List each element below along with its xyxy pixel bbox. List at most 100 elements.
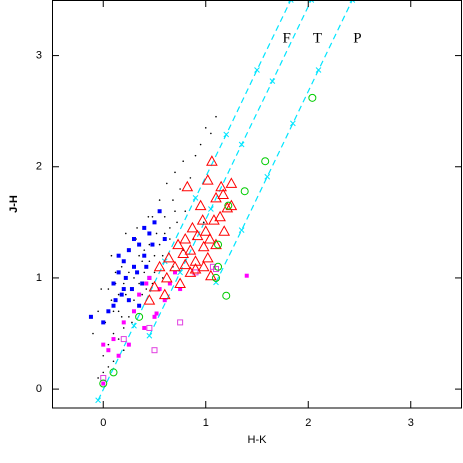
point (144, 264, 149, 269)
point (184, 210, 187, 213)
point (110, 254, 113, 257)
point (122, 349, 125, 351)
point (117, 310, 120, 313)
point (163, 215, 166, 218)
point (122, 282, 125, 285)
point (125, 232, 127, 235)
annotation: F (283, 30, 291, 46)
point (308, 93, 317, 102)
point (191, 229, 204, 241)
point (158, 243, 161, 246)
point (162, 298, 167, 303)
x-marker (238, 141, 245, 148)
point (109, 368, 118, 377)
point (174, 277, 186, 288)
point (212, 273, 220, 282)
point (153, 260, 166, 272)
x-marker (223, 131, 230, 138)
point (214, 240, 223, 249)
point (154, 311, 159, 316)
point (204, 127, 207, 129)
point (138, 254, 140, 257)
x-marker (264, 173, 271, 180)
point (117, 293, 120, 296)
x-axis-label: H-K (248, 434, 268, 446)
annotation: P (353, 30, 361, 46)
point (163, 251, 175, 263)
point (137, 303, 142, 308)
point (178, 287, 183, 292)
point (167, 281, 172, 286)
point (143, 271, 146, 274)
point (143, 249, 146, 251)
point (145, 288, 148, 290)
point (133, 299, 135, 301)
point (106, 348, 111, 353)
point (169, 227, 171, 229)
point (137, 292, 142, 297)
point (179, 232, 192, 244)
x-tick-label: 2 (305, 417, 311, 429)
point (107, 366, 110, 368)
x-marker (192, 195, 199, 201)
point (111, 337, 116, 342)
point (148, 280, 161, 292)
plot-area (88, 0, 356, 404)
point (97, 310, 99, 313)
x-marker (287, 0, 294, 3)
point (214, 210, 226, 222)
point (210, 238, 222, 250)
point (151, 347, 158, 354)
x-marker (269, 78, 276, 85)
point (133, 277, 135, 279)
point (116, 270, 121, 275)
point (194, 199, 207, 211)
point (155, 232, 158, 235)
x-marker (290, 120, 296, 127)
point (117, 338, 120, 340)
point (173, 270, 177, 275)
point (111, 303, 116, 308)
point (194, 154, 197, 157)
point (218, 225, 231, 236)
point (92, 332, 94, 335)
point (240, 187, 249, 196)
point (163, 232, 166, 235)
point (120, 336, 127, 343)
point (112, 310, 115, 313)
annotation: T (313, 30, 322, 46)
point (101, 381, 106, 386)
point (144, 281, 149, 286)
y-tick-label: 3 (36, 49, 42, 61)
x-marker (238, 227, 245, 233)
point (99, 379, 108, 388)
point (101, 320, 106, 325)
point (131, 321, 133, 324)
point (179, 258, 192, 270)
point (197, 240, 210, 252)
point (142, 325, 147, 330)
x-marker (254, 67, 260, 73)
point (199, 225, 212, 236)
point (174, 171, 176, 174)
point (208, 214, 220, 225)
point (201, 251, 214, 263)
point (184, 266, 197, 277)
point (150, 242, 155, 247)
y-tick-label: 0 (36, 383, 42, 395)
point (158, 199, 161, 201)
point (148, 243, 151, 246)
point (169, 238, 171, 240)
point (177, 247, 190, 258)
point (146, 324, 153, 331)
point (136, 227, 138, 229)
reddening-line (148, 0, 312, 336)
point (119, 292, 124, 297)
point (182, 160, 184, 162)
point (152, 314, 157, 319)
point (215, 180, 227, 192)
y-tick-label: 1 (36, 272, 42, 284)
point (110, 299, 113, 301)
point (120, 266, 123, 268)
